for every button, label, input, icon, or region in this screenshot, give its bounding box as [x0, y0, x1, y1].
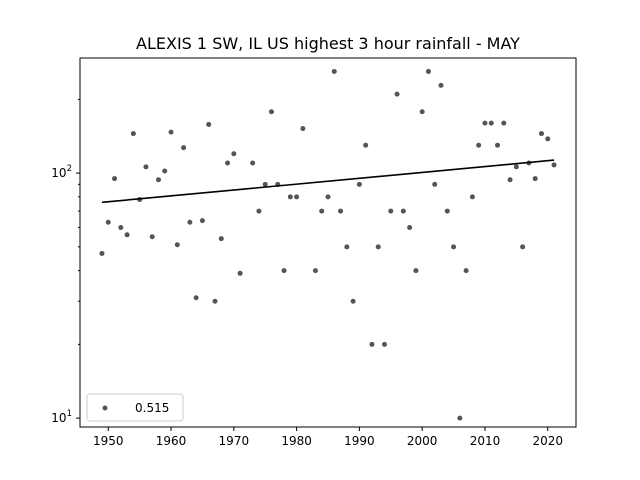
plot-area [79, 57, 577, 428]
legend: 0.515 [86, 393, 184, 422]
y-tick-label: 101 [51, 409, 72, 425]
x-tick-label: 2000 [407, 434, 438, 448]
data-point [130, 131, 136, 137]
data-point [105, 219, 111, 225]
data-point [495, 142, 501, 148]
trend-line [101, 159, 555, 204]
data-point [463, 268, 469, 274]
data-point [520, 244, 526, 250]
data-point [287, 194, 293, 200]
data-point [231, 151, 237, 157]
data-point [168, 129, 174, 135]
data-point [507, 177, 513, 183]
data-point [225, 160, 231, 166]
data-point [538, 131, 544, 137]
data-point [325, 194, 331, 200]
data-point [400, 208, 406, 214]
data-point [312, 268, 318, 274]
x-axis: 1950 1960 1970 1980 1990 2000 2010 2020 [93, 427, 563, 448]
data-point [294, 194, 300, 200]
data-point [118, 224, 124, 230]
data-point [356, 181, 362, 187]
data-point [300, 126, 306, 132]
legend-label: 0.515 [135, 401, 169, 415]
data-point [112, 176, 118, 182]
data-point [262, 181, 268, 187]
data-point [438, 82, 444, 88]
data-point [432, 181, 438, 187]
data-points [99, 68, 557, 421]
data-point [155, 177, 161, 183]
x-tick-label: 2020 [532, 434, 563, 448]
data-point [344, 244, 350, 250]
chart-title: ALEXIS 1 SW, IL US highest 3 hour rainfa… [136, 34, 520, 53]
data-point [256, 208, 262, 214]
data-point [199, 218, 205, 224]
data-point [338, 208, 344, 214]
data-point [482, 120, 488, 126]
data-point [149, 234, 155, 240]
y-tick-label: 102 [51, 164, 72, 180]
data-point [250, 160, 256, 166]
data-point [193, 295, 199, 301]
data-point [413, 268, 419, 274]
data-point [382, 341, 388, 347]
data-point [181, 145, 187, 151]
data-point [268, 109, 274, 115]
data-point [350, 298, 356, 304]
x-tick-label: 1980 [281, 434, 312, 448]
data-point [331, 68, 337, 74]
x-tick-label: 1950 [93, 434, 124, 448]
data-point [162, 168, 168, 174]
data-point [407, 224, 413, 230]
data-point [394, 91, 400, 97]
data-point [187, 219, 193, 225]
data-point [513, 164, 519, 170]
data-point [281, 268, 287, 274]
data-point [143, 164, 149, 170]
x-tick-label: 2010 [470, 434, 501, 448]
data-point [174, 242, 180, 248]
data-point [363, 142, 369, 148]
data-point [451, 244, 457, 250]
data-point [319, 208, 325, 214]
data-point [501, 120, 507, 126]
data-point [237, 270, 243, 276]
x-tick-label: 1960 [156, 434, 187, 448]
data-point [369, 341, 375, 347]
legend-box [86, 393, 184, 422]
data-point [545, 136, 551, 142]
data-point [476, 142, 482, 148]
data-point [469, 194, 475, 200]
data-point [212, 298, 218, 304]
y-axis: 101 102 [51, 98, 80, 425]
data-point [425, 68, 431, 74]
data-point [206, 121, 212, 127]
data-point [457, 415, 463, 421]
data-point [419, 109, 425, 115]
data-point [375, 244, 381, 250]
data-point [532, 176, 538, 182]
data-point [444, 208, 450, 214]
x-tick-label: 1970 [219, 434, 250, 448]
data-point [124, 232, 130, 238]
x-tick-label: 1990 [344, 434, 375, 448]
data-point [99, 250, 105, 256]
data-point [218, 236, 224, 242]
data-point [488, 120, 494, 126]
data-point [388, 208, 394, 214]
data-point [551, 162, 557, 168]
legend-marker [102, 405, 108, 411]
